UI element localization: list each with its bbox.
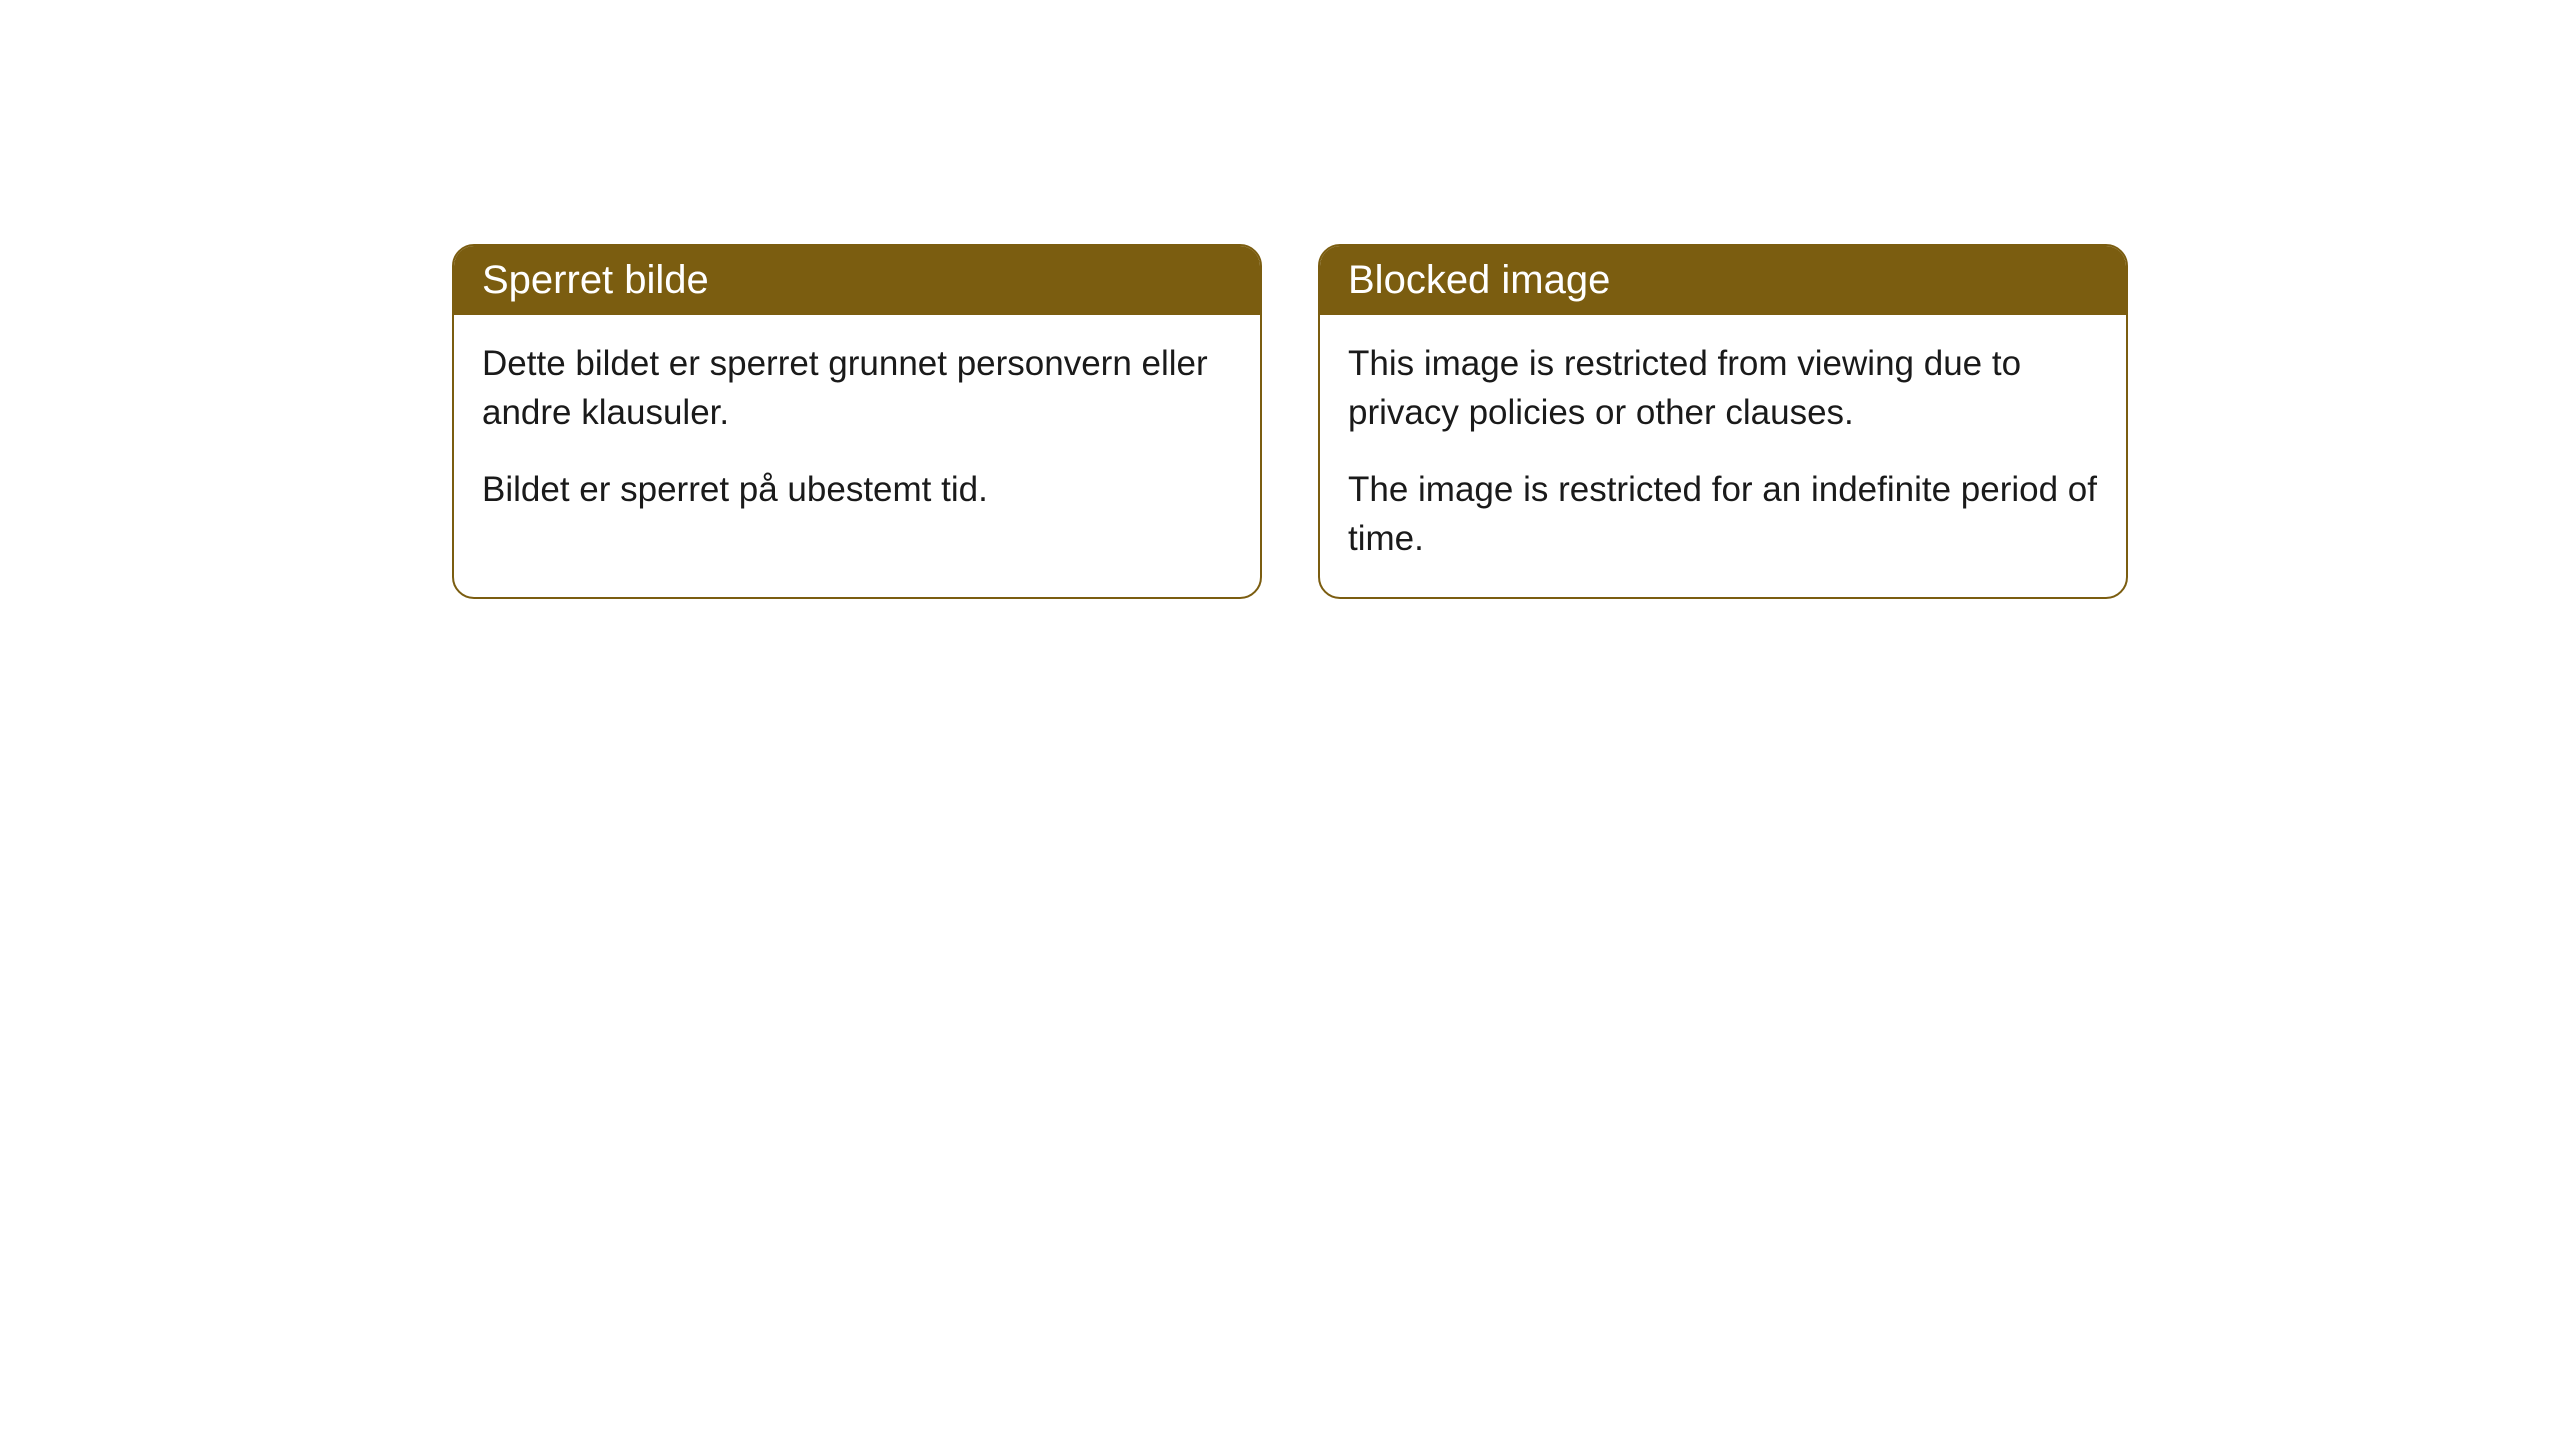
- card-header-english: Blocked image: [1320, 246, 2126, 315]
- notice-card-norwegian: Sperret bilde Dette bildet er sperret gr…: [452, 244, 1262, 599]
- card-header-norwegian: Sperret bilde: [454, 246, 1260, 315]
- card-paragraph: This image is restricted from viewing du…: [1348, 339, 2098, 437]
- card-title: Sperret bilde: [482, 258, 709, 302]
- notice-cards-container: Sperret bilde Dette bildet er sperret gr…: [452, 244, 2128, 599]
- card-paragraph: Dette bildet er sperret grunnet personve…: [482, 339, 1232, 437]
- notice-card-english: Blocked image This image is restricted f…: [1318, 244, 2128, 599]
- card-paragraph: The image is restricted for an indefinit…: [1348, 465, 2098, 563]
- card-body-norwegian: Dette bildet er sperret grunnet personve…: [454, 315, 1260, 548]
- card-paragraph: Bildet er sperret på ubestemt tid.: [482, 465, 1232, 514]
- card-title: Blocked image: [1348, 258, 1610, 302]
- card-body-english: This image is restricted from viewing du…: [1320, 315, 2126, 597]
